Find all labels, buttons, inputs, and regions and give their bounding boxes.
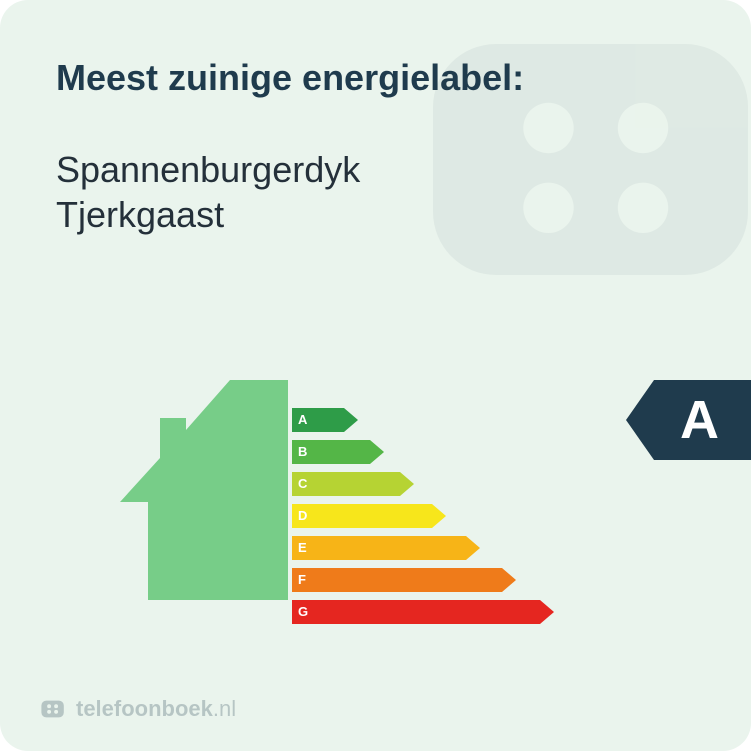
bar-letter: G — [298, 600, 308, 624]
bar-arrow — [540, 600, 554, 624]
bar-arrow — [432, 504, 446, 528]
brand-bold: telefoonboek — [76, 696, 213, 721]
bar-letter: F — [298, 568, 306, 592]
energy-chart: ABCDEFG — [120, 380, 680, 630]
bar-letter: E — [298, 536, 307, 560]
bar-body — [292, 536, 466, 560]
card-title: Meest zuinige energielabel: — [56, 56, 695, 99]
bar-arrow — [344, 408, 358, 432]
bar-letter: C — [298, 472, 307, 496]
bar-arrow — [466, 536, 480, 560]
bar-arrow — [370, 440, 384, 464]
brand-light: .nl — [213, 696, 236, 721]
bar-letter: A — [298, 408, 307, 432]
bar-arrow — [400, 472, 414, 496]
footer-brand: telefoonboek.nl — [40, 695, 236, 723]
badge-notch — [626, 380, 654, 460]
energy-label-card: Meest zuinige energielabel: Spannenburge… — [0, 0, 751, 751]
bar-body — [292, 504, 432, 528]
location-line-2: Tjerkgaast — [56, 194, 224, 235]
brand-text: telefoonboek.nl — [76, 696, 236, 722]
bar-body — [292, 472, 400, 496]
bar-letter: B — [298, 440, 307, 464]
location-name: Spannenburgerdyk Tjerkgaast — [56, 147, 695, 237]
house-icon — [120, 380, 288, 600]
bar-letter: D — [298, 504, 307, 528]
location-line-1: Spannenburgerdyk — [56, 149, 360, 190]
bar-body — [292, 568, 502, 592]
brand-icon — [40, 695, 68, 723]
badge-letter: A — [680, 390, 719, 450]
bar-arrow — [502, 568, 516, 592]
bar-body — [292, 600, 540, 624]
selected-label-badge: A — [654, 380, 751, 460]
